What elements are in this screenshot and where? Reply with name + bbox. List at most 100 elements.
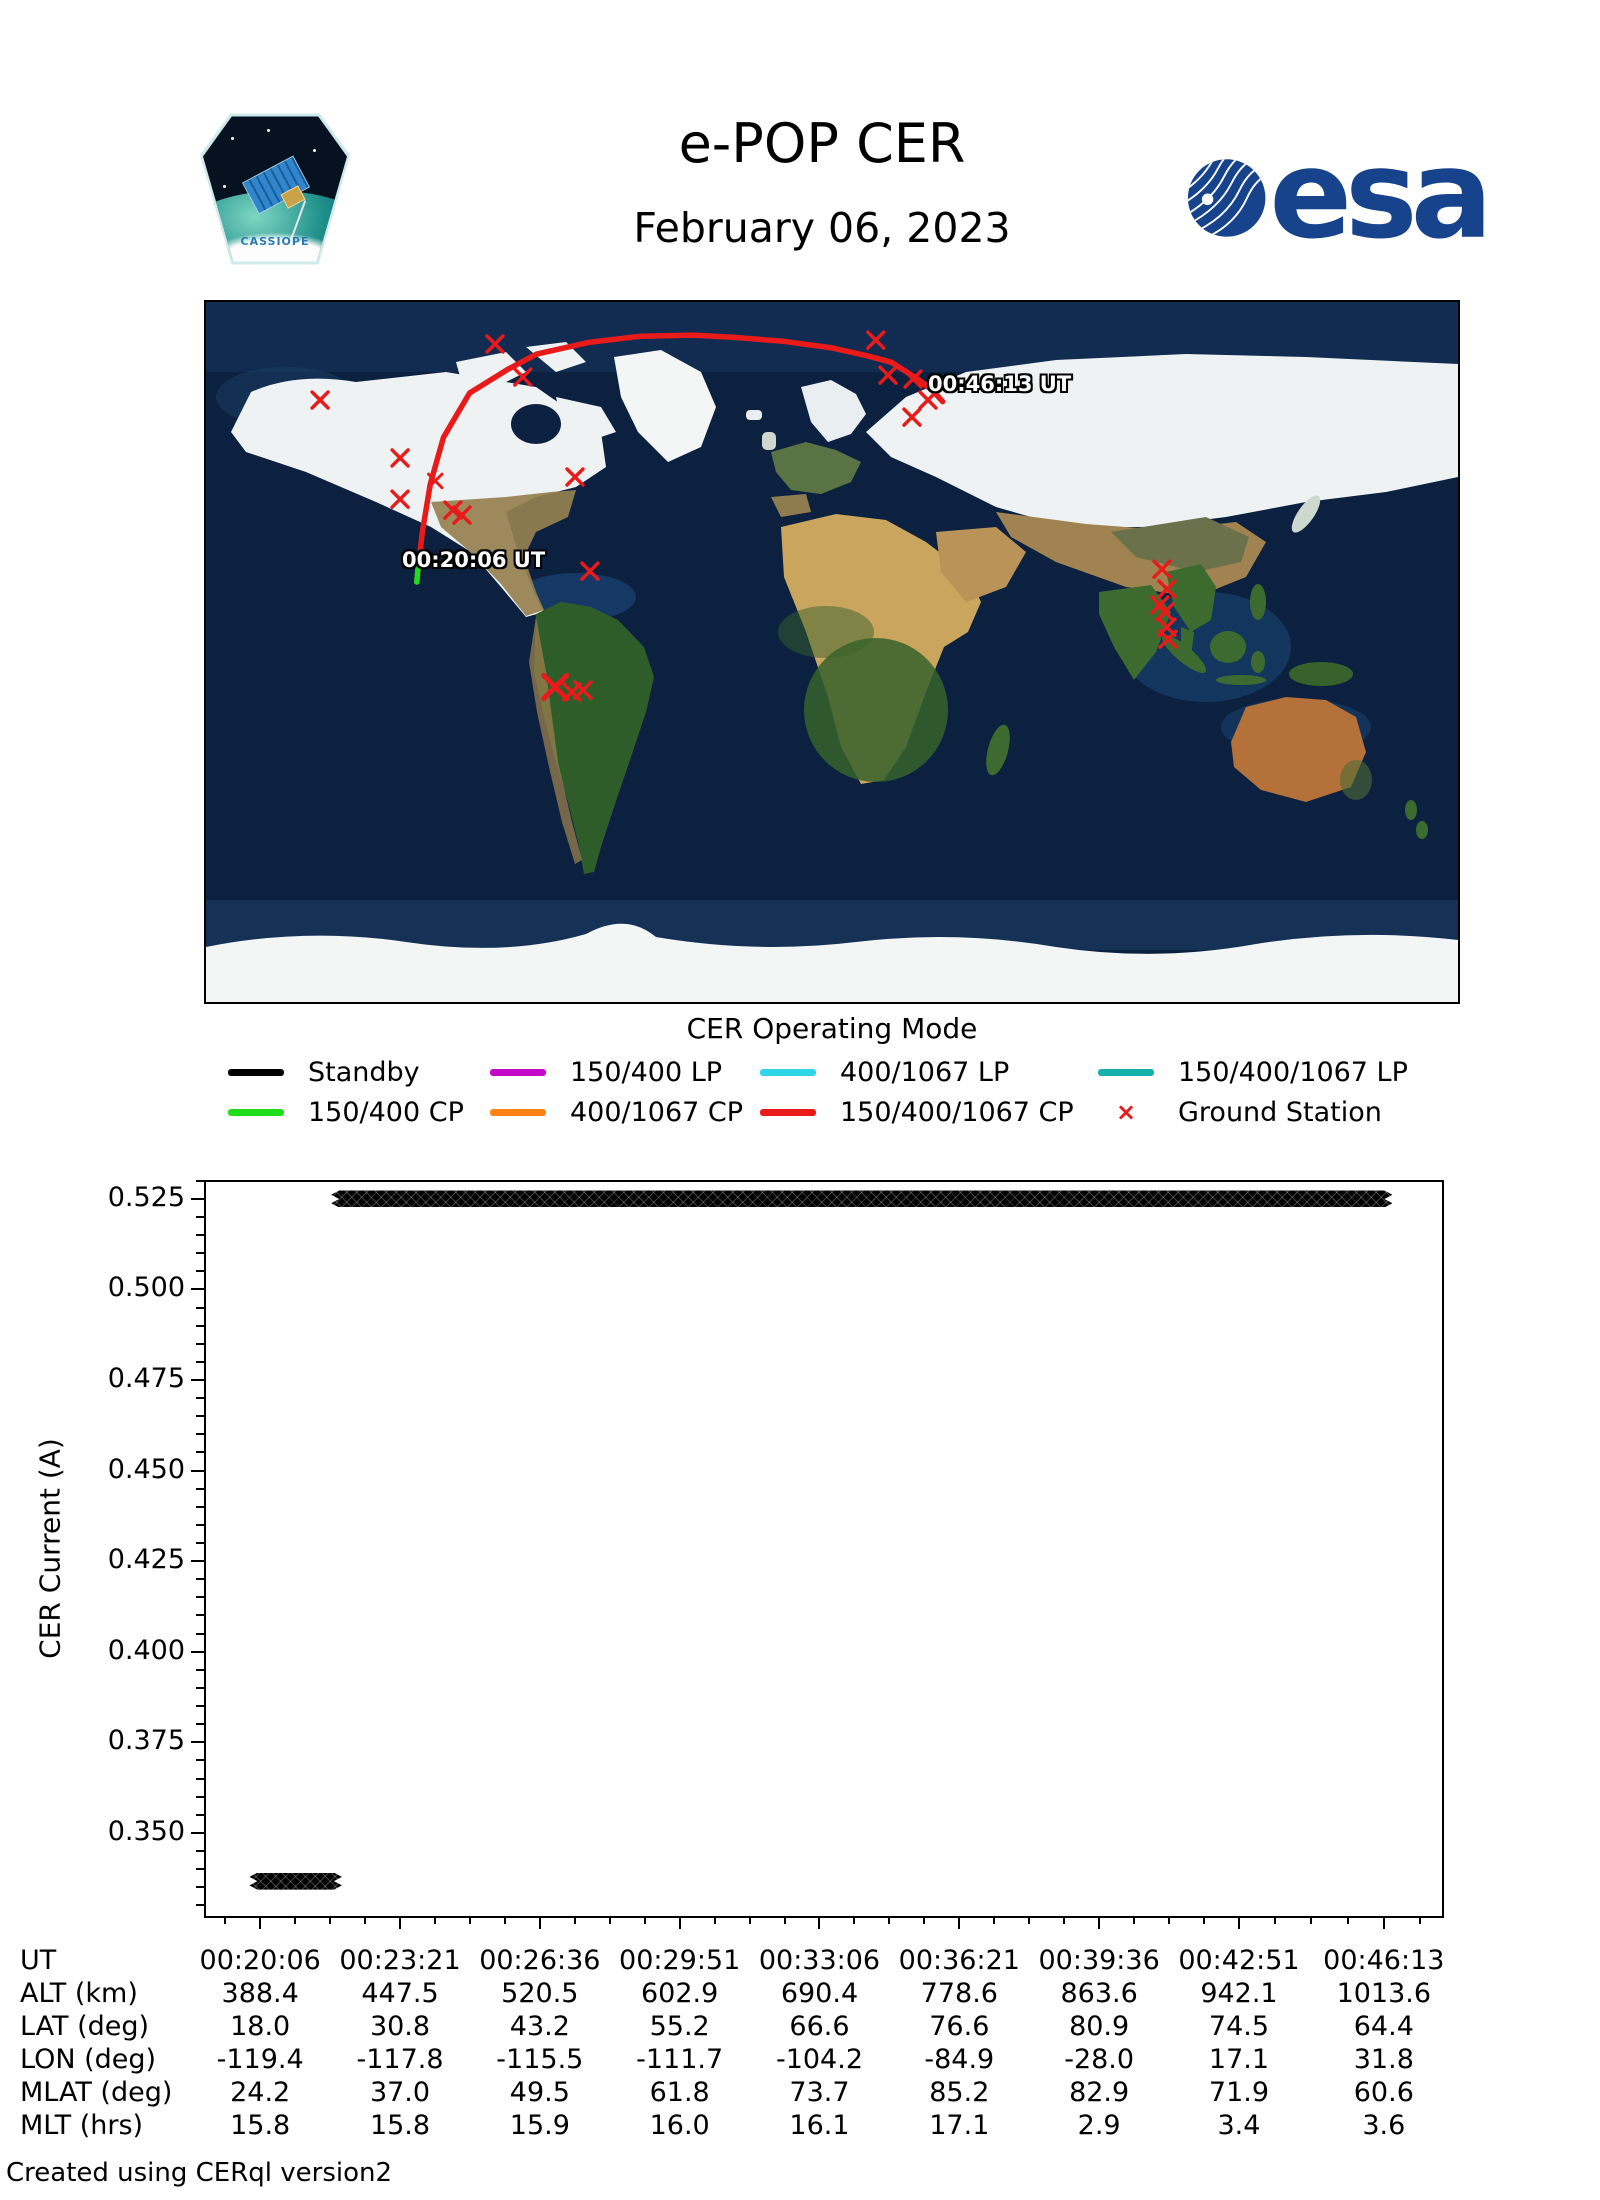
page-date: February 06, 2023: [633, 204, 1011, 252]
y-tick-label: 0.375: [107, 1725, 185, 1757]
table-cell: 00:23:21: [339, 1945, 461, 1976]
y-minor-tick: [196, 1306, 204, 1309]
legend-line-swatch: [760, 1108, 816, 1116]
table-cell: 3.4: [1217, 2110, 1261, 2141]
y-minor-tick: [196, 1397, 204, 1400]
table-cell: -111.7: [636, 2044, 724, 2075]
ground-station-marker: [1155, 602, 1175, 622]
ground-station-marker: [580, 561, 600, 581]
y-minor-tick: [196, 1686, 204, 1689]
y-minor-tick: [196, 1324, 204, 1327]
scatter-band-startup-low-band: [249, 1873, 342, 1890]
table-cell: 520.5: [501, 1978, 579, 2009]
x-major-tick: [259, 1916, 262, 1929]
star-icon: [223, 185, 226, 188]
table-cell: 55.2: [649, 2011, 710, 2042]
y-minor-tick: [196, 1451, 204, 1454]
table-cell: 00:29:51: [619, 1945, 741, 1976]
legend-line-swatch: [760, 1068, 816, 1076]
table-cell: 85.2: [929, 2077, 990, 2108]
world-map-svg: [206, 302, 1458, 1002]
y-minor-tick: [196, 1542, 204, 1544]
y-minor-tick: [196, 1813, 204, 1816]
table-cell: 82.9: [1069, 2077, 1130, 2108]
y-minor-tick: [196, 1795, 204, 1798]
x-minor-tick: [1203, 1916, 1205, 1924]
y-major-tick: [191, 1831, 204, 1834]
table-cell: 17.1: [1208, 2044, 1270, 2075]
x-major-tick: [538, 1916, 541, 1929]
table-row-label-lon: LON (deg): [20, 2044, 157, 2075]
table-cell: -119.4: [216, 2044, 304, 2075]
philippines: [1250, 584, 1266, 620]
siberia-russia: [866, 354, 1458, 527]
australia: [1231, 697, 1366, 802]
table-cell: 16.0: [649, 2110, 710, 2141]
table-cell: 16.1: [789, 2110, 850, 2141]
y-major-tick: [191, 1378, 204, 1381]
table-cell: 15.9: [509, 2110, 570, 2141]
legend-item-ground-station: × Ground Station: [1098, 1096, 1382, 1128]
legend-item-label: 150/400 CP: [308, 1096, 464, 1128]
ground-station-marker: [1152, 559, 1172, 579]
new-zealand: [1416, 821, 1428, 839]
x-major-tick: [1237, 1916, 1240, 1929]
ground-station-marker: [390, 448, 410, 468]
table-row-label-alt: ALT (km): [20, 1978, 138, 2009]
x-major-tick: [1098, 1916, 1101, 1929]
y-major-tick: [191, 1469, 204, 1472]
south-america: [534, 602, 654, 874]
patch-mission-name: CASSIOPE: [240, 235, 310, 248]
y-major-tick: [191, 1197, 204, 1200]
y-major-tick: [191, 1560, 204, 1563]
star-icon: [267, 129, 270, 132]
ground-station-marker: [878, 365, 898, 385]
borneo: [1210, 631, 1246, 663]
ground-station-marker: [565, 467, 585, 487]
table-cell: 690.4: [780, 1978, 859, 2009]
y-minor-tick: [196, 1868, 204, 1871]
europe: [771, 442, 861, 494]
ground-station-x-icon: ×: [1115, 1098, 1137, 1126]
y-minor-tick: [196, 1179, 204, 1182]
table-cell: 49.5: [509, 2077, 570, 2108]
y-minor-tick: [196, 1215, 204, 1218]
track-end-time-label: 00:46:13 UT: [928, 372, 1072, 396]
ground-station-marker: [485, 334, 505, 354]
y-tick-label: 0.525: [107, 1181, 185, 1213]
y-minor-tick: [196, 1849, 204, 1852]
ground-station-marker: [1157, 579, 1177, 599]
x-major-tick: [958, 1916, 961, 1929]
table-cell: -84.9: [924, 2044, 995, 2075]
ground-station-marker: [541, 672, 570, 702]
table-cell: 61.8: [649, 2077, 710, 2108]
table-cell: 37.0: [369, 2077, 431, 2108]
table-cell: 24.2: [230, 2077, 291, 2108]
cer-current-plot: [204, 1180, 1444, 1918]
star-icon: [231, 137, 234, 140]
y-minor-tick: [196, 1523, 204, 1526]
table-row-label-lat: LAT (deg): [20, 2011, 150, 2042]
patch-artwork: CASSIOPE: [203, 116, 347, 262]
legend-line-swatch: [490, 1108, 546, 1116]
y-tick-label: 0.450: [107, 1453, 185, 1485]
world-map: 00:20:06 UT 00:46:13 UT: [204, 300, 1460, 1004]
ground-station-marker: [310, 390, 330, 410]
ground-station-marker: [426, 472, 444, 490]
table-cell: 1013.6: [1336, 1978, 1432, 2009]
y-tick-label: 0.350: [107, 1815, 185, 1847]
track-start-segment-150-400-cp: [414, 556, 422, 585]
table-cell: 31.8: [1353, 2044, 1414, 2075]
table-cell: 00:20:06: [199, 1945, 321, 1976]
table-cell: -28.0: [1064, 2044, 1135, 2075]
ground-station-marker: [443, 500, 463, 520]
x-minor-tick: [1168, 1916, 1171, 1924]
table-cell: 942.1: [1200, 1978, 1278, 2009]
table-cell: 66.6: [789, 2011, 850, 2042]
y-axis-title-text: CER Current (A): [33, 1438, 67, 1659]
y-minor-tick: [196, 1578, 204, 1581]
x-minor-tick: [294, 1916, 297, 1924]
esa-globe-icon: [1187, 159, 1266, 237]
y-minor-tick: [196, 1487, 204, 1490]
x-minor-tick: [748, 1916, 751, 1924]
